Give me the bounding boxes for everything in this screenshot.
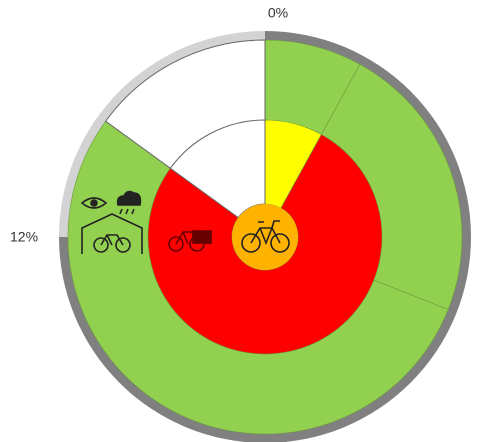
- left-percent-label: 12%: [10, 229, 38, 245]
- center-disc: [232, 204, 298, 270]
- top-percent-label: 0%: [268, 5, 288, 21]
- bike-box-icon: [168, 230, 212, 252]
- eye-icon: [80, 197, 108, 209]
- garage-bike-icon: [81, 213, 143, 254]
- center-bike-icon: [241, 220, 290, 253]
- icons: [80, 190, 290, 254]
- rain-icon: [116, 190, 142, 215]
